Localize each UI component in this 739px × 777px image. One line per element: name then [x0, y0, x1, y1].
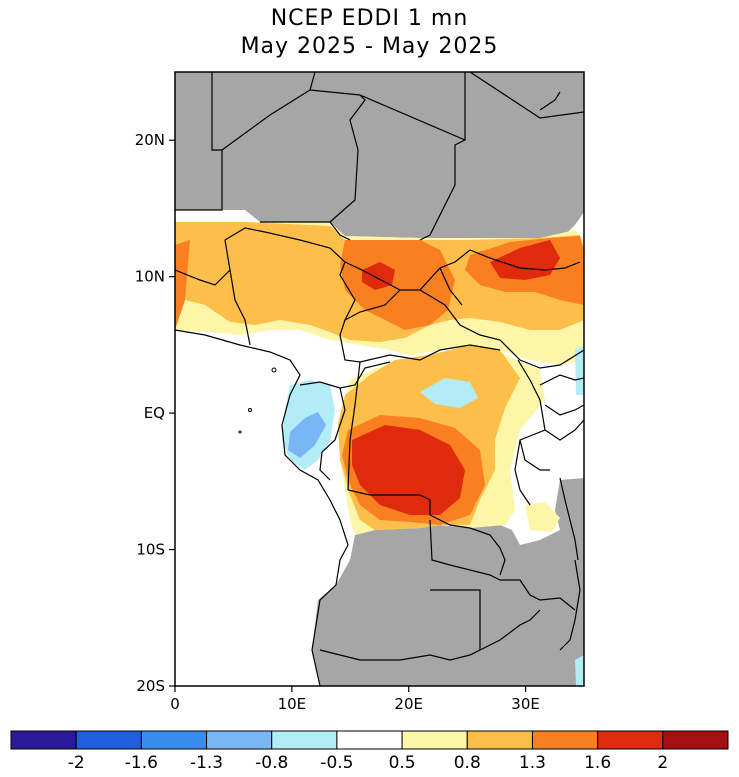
colorbar-label: -0.8 — [255, 753, 288, 773]
colorbar-label: 1.6 — [584, 753, 611, 773]
map-subtitle-period: May 2025 - May 2025 — [240, 34, 499, 59]
colorbar-label: 0.5 — [389, 753, 416, 773]
colorbar-segment — [271, 730, 338, 750]
colorbar-label: 1.3 — [519, 753, 546, 773]
y-tick-label: 20N — [135, 131, 165, 149]
colorbar-segment — [75, 730, 142, 750]
country-borders — [175, 72, 584, 686]
colorbar-segment — [10, 730, 77, 750]
y-tick-label: EQ — [144, 404, 165, 422]
y-tick-label: 20S — [136, 677, 165, 695]
colorbar-label: -1.6 — [125, 753, 158, 773]
map-plot-area — [175, 72, 584, 686]
colorbar-label: 0.8 — [454, 753, 481, 773]
x-tick-label: 10E — [278, 695, 307, 713]
colorbar-segment — [140, 730, 208, 750]
colorbar-segment — [401, 730, 468, 750]
no-data-southern-africa — [312, 478, 584, 686]
y-tick-label: 10S — [136, 541, 165, 559]
colorbar-segment — [597, 730, 664, 750]
colorbar-segment — [336, 730, 403, 750]
eddi-neg-0.8-1.3-region — [288, 412, 326, 458]
x-tick-label: 0 — [170, 695, 180, 713]
map-axes: 20N 10N EQ 10S 20S 0 10E 20E 30E — [135, 131, 540, 713]
map-title: NCEP EDDI 1 mn — [270, 6, 469, 31]
colorbar-segment — [466, 730, 533, 750]
colorbar-segment — [662, 730, 729, 750]
no-data-sahara — [175, 72, 584, 240]
colorbar-label: 2 — [657, 753, 668, 773]
x-tick-label: 20E — [394, 695, 423, 713]
y-tick-label: 10N — [135, 268, 165, 286]
colorbar-segment — [531, 730, 599, 750]
colorbar-legend: -2 -1.6 -1.3 -0.8 -0.5 0.5 0.8 1.3 1.6 2 — [10, 730, 729, 773]
colorbar-label: -0.5 — [320, 753, 353, 773]
map-frame — [174, 71, 585, 687]
colorbar-label: -1.3 — [190, 753, 223, 773]
x-tick-label: 30E — [511, 695, 540, 713]
colorbar-label: -2 — [68, 753, 85, 773]
colorbar-segment — [206, 730, 273, 750]
islands — [238, 367, 277, 434]
